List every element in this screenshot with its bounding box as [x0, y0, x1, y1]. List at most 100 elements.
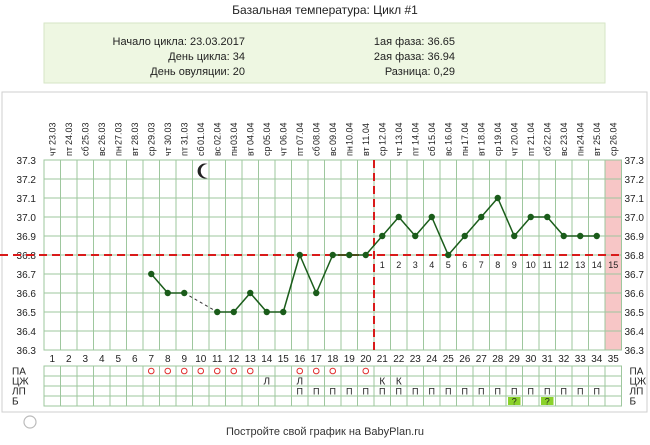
- lp-marker: П: [379, 387, 385, 397]
- date-label: 03.04: [229, 122, 239, 145]
- temperature-point: [478, 213, 485, 221]
- pa-marker: [147, 367, 155, 375]
- test-marker: [541, 397, 554, 405]
- y-tick-label-left: 37.0: [17, 213, 37, 224]
- temperature-gap-line: [184, 292, 218, 313]
- y-tick-label-right: 37.2: [625, 175, 645, 186]
- weekday-label: ср: [493, 146, 503, 156]
- temperature-point: [577, 232, 584, 240]
- temperature-point: [412, 232, 419, 240]
- y-tick-label-left: 36.3: [17, 346, 37, 357]
- cycle-day-number: 32: [558, 354, 570, 365]
- date-label: 17.04: [460, 122, 470, 145]
- temperature-line-segment: [233, 292, 251, 313]
- weekday-label: чт: [394, 147, 404, 156]
- temperature-point: [247, 289, 254, 297]
- temperature-line-segment: [546, 216, 565, 237]
- weekday-label: пн: [575, 146, 585, 156]
- cycle-day-number: 9: [181, 354, 187, 365]
- crescent-moon-icon: [197, 163, 208, 179]
- y-tick-label-left: 36.5: [17, 308, 37, 319]
- cycle-day-number: 22: [393, 354, 405, 365]
- y-tick-label-right: 36.3: [625, 346, 645, 357]
- y-tick-label-left: 37.2: [17, 175, 37, 186]
- cycle-day-number: 1: [49, 354, 55, 365]
- lp-marker: П: [495, 387, 501, 397]
- weekday-label: вт: [245, 147, 255, 156]
- luteal-day-label: 3: [413, 260, 418, 270]
- pa-marker: [312, 367, 320, 375]
- temperature-line-segment: [315, 254, 334, 294]
- luteal-day-label: 5: [446, 260, 451, 270]
- weekday-label: чт: [278, 147, 288, 156]
- cycle-day-number: 31: [542, 354, 554, 365]
- lp-marker: П: [594, 387, 600, 397]
- lp-marker: П: [462, 387, 468, 397]
- cm-marker: Л: [296, 377, 303, 388]
- date-label: 21.04: [526, 122, 536, 145]
- cm-marker: К: [396, 377, 402, 388]
- lp-marker: П: [363, 387, 369, 397]
- legend-row-label-left: ПА: [12, 367, 26, 378]
- footer-link-text: Постройте свой график на BabyPlan.ru: [226, 426, 424, 438]
- info-right-line: 2ая фаза: 36.94: [374, 51, 455, 63]
- weekday-label: пт: [295, 147, 305, 156]
- temperature-point: [511, 232, 518, 240]
- cycle-day-number: 10: [195, 354, 207, 365]
- luteal-day-label: 14: [592, 260, 602, 270]
- lp-marker: П: [528, 387, 534, 397]
- temperature-point: [148, 270, 155, 278]
- luteal-day-label: 4: [429, 260, 434, 270]
- temperature-point: [280, 308, 287, 316]
- temperature-point: [544, 213, 551, 221]
- temperature-line-segment: [414, 216, 433, 237]
- date-label: 31.03: [179, 122, 189, 145]
- cycle-day-number: 24: [426, 354, 438, 365]
- cm-marker: Л: [263, 377, 270, 388]
- weekday-label: чт: [47, 147, 57, 156]
- date-label: 23.04: [559, 122, 569, 145]
- y-tick-label-left: 36.9: [17, 232, 37, 243]
- weekday-label: чт: [509, 147, 519, 156]
- cycle-day-number: 27: [476, 354, 488, 365]
- lp-marker: П: [313, 387, 319, 397]
- cycle-day-number: 3: [82, 354, 88, 365]
- date-label: 26.04: [608, 122, 618, 145]
- luteal-day-label: 1: [380, 260, 385, 270]
- lp-marker: П: [429, 387, 435, 397]
- babyplan-logo-icon: [23, 415, 37, 429]
- temperature-point: [329, 251, 336, 259]
- weekday-label: ср: [146, 146, 156, 156]
- y-tick-label-left: 36.6: [17, 289, 37, 300]
- temperature-point: [494, 194, 501, 202]
- temperature-point: [445, 251, 452, 259]
- date-label: 25.03: [80, 122, 90, 145]
- cycle-day-number: 13: [245, 354, 257, 365]
- temperature-point: [362, 251, 369, 259]
- weekday-label: пт: [526, 147, 536, 156]
- temperature-line-segment: [480, 197, 499, 218]
- weekday-label: пн: [113, 146, 123, 156]
- legend-row-label-right: Б: [630, 397, 637, 408]
- lp-marker: П: [346, 387, 352, 397]
- test-marker-label: ?: [512, 397, 517, 407]
- weekday-label: пт: [410, 147, 420, 156]
- y-tick-label-right: 37.0: [625, 213, 645, 224]
- info-left-line: День цикла: 34: [168, 51, 245, 63]
- weekday-label: вт: [476, 147, 486, 156]
- date-label: 13.04: [394, 122, 404, 145]
- cycle-day-number: 19: [344, 354, 356, 365]
- weekday-label: пн: [229, 146, 239, 156]
- cycle-day-number: 5: [115, 354, 121, 365]
- date-label: 20.04: [509, 122, 519, 145]
- cycle-day-number: 26: [459, 354, 471, 365]
- date-label: 08.04: [311, 122, 321, 145]
- date-label: 23.03: [47, 122, 57, 145]
- legend-row-label-right: ЛП: [630, 387, 644, 398]
- temperature-point: [461, 232, 468, 240]
- temperature-point: [263, 308, 270, 316]
- cycle-day-number: 28: [492, 354, 504, 365]
- temperature-line-segment: [249, 292, 268, 313]
- date-label: 29.03: [146, 122, 156, 145]
- weekday-label: пн: [344, 146, 354, 156]
